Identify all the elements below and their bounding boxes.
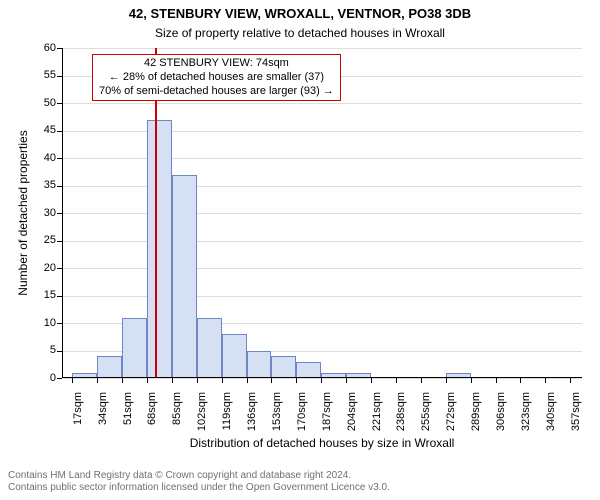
ytick-label: 5 xyxy=(28,344,56,356)
xtick-mark xyxy=(296,378,297,383)
footer-line-1: Contains HM Land Registry data © Crown c… xyxy=(8,470,351,482)
xtick-mark xyxy=(471,378,472,383)
histogram-bar xyxy=(97,356,122,378)
histogram-bar xyxy=(197,318,222,379)
xtick-mark xyxy=(421,378,422,383)
xtick-mark xyxy=(346,378,347,383)
xtick-mark xyxy=(496,378,497,383)
xtick-mark xyxy=(172,378,173,383)
xtick-mark xyxy=(97,378,98,383)
xtick-label: 289sqm xyxy=(470,392,482,452)
histogram-bar xyxy=(247,351,272,379)
xtick-label: 204sqm xyxy=(346,392,358,452)
annotation-line: 70% of semi-detached houses are larger (… xyxy=(99,85,334,99)
ytick-label: 60 xyxy=(28,42,56,54)
xtick-mark xyxy=(147,378,148,383)
histogram-bar xyxy=(122,318,147,379)
xtick-label: 272sqm xyxy=(445,392,457,452)
gridline xyxy=(62,213,582,214)
xtick-label: 187sqm xyxy=(321,392,333,452)
gridline xyxy=(62,186,582,187)
ytick-label: 30 xyxy=(28,207,56,219)
xtick-label: 68sqm xyxy=(146,392,158,452)
chart-container: 42, STENBURY VIEW, WROXALL, VENTNOR, PO3… xyxy=(0,0,600,500)
xtick-label: 102sqm xyxy=(196,392,208,452)
ytick-label: 40 xyxy=(28,152,56,164)
chart-subtitle: Size of property relative to detached ho… xyxy=(0,26,600,40)
ytick-label: 45 xyxy=(28,124,56,136)
ytick-label: 25 xyxy=(28,234,56,246)
ytick-label: 10 xyxy=(28,317,56,329)
ytick-label: 20 xyxy=(28,262,56,274)
annotation-line: 42 STENBURY VIEW: 74sqm xyxy=(99,57,334,71)
xtick-mark xyxy=(197,378,198,383)
xtick-label: 136sqm xyxy=(246,392,258,452)
xtick-mark xyxy=(122,378,123,383)
y-axis-line xyxy=(62,48,63,378)
xtick-label: 17sqm xyxy=(72,392,84,452)
ytick-label: 15 xyxy=(28,289,56,301)
xtick-mark xyxy=(72,378,73,383)
ytick-label: 50 xyxy=(28,97,56,109)
histogram-bar xyxy=(222,334,247,378)
xtick-mark xyxy=(222,378,223,383)
ytick-mark xyxy=(57,378,62,379)
xtick-mark xyxy=(520,378,521,383)
gridline xyxy=(62,268,582,269)
xtick-label: 221sqm xyxy=(371,392,383,452)
xtick-label: 340sqm xyxy=(545,392,557,452)
ytick-label: 55 xyxy=(28,69,56,81)
annotation-box: 42 STENBURY VIEW: 74sqm← 28% of detached… xyxy=(92,54,341,101)
xtick-label: 51sqm xyxy=(122,392,134,452)
gridline xyxy=(62,158,582,159)
plot-area: 42 STENBURY VIEW: 74sqm← 28% of detached… xyxy=(62,48,582,378)
xtick-mark xyxy=(321,378,322,383)
gridline xyxy=(62,48,582,49)
footer-line-2: Contains public sector information licen… xyxy=(8,482,390,494)
xtick-label: 85sqm xyxy=(171,392,183,452)
ytick-label: 0 xyxy=(28,372,56,384)
chart-title: 42, STENBURY VIEW, WROXALL, VENTNOR, PO3… xyxy=(0,6,600,21)
ytick-label: 35 xyxy=(28,179,56,191)
xtick-mark xyxy=(396,378,397,383)
xtick-label: 34sqm xyxy=(97,392,109,452)
xtick-mark xyxy=(545,378,546,383)
xtick-label: 153sqm xyxy=(271,392,283,452)
gridline xyxy=(62,296,582,297)
xtick-label: 170sqm xyxy=(296,392,308,452)
xtick-mark xyxy=(247,378,248,383)
xtick-mark xyxy=(271,378,272,383)
histogram-bar xyxy=(296,362,321,379)
histogram-bar xyxy=(147,120,172,379)
xtick-label: 119sqm xyxy=(221,392,233,452)
xtick-label: 357sqm xyxy=(570,392,582,452)
histogram-bar xyxy=(271,356,296,378)
xtick-mark xyxy=(570,378,571,383)
xtick-label: 323sqm xyxy=(520,392,532,452)
xtick-label: 238sqm xyxy=(395,392,407,452)
xtick-mark xyxy=(371,378,372,383)
gridline xyxy=(62,103,582,104)
gridline xyxy=(62,131,582,132)
histogram-bar xyxy=(172,175,197,379)
gridline xyxy=(62,241,582,242)
xtick-mark xyxy=(446,378,447,383)
annotation-line: ← 28% of detached houses are smaller (37… xyxy=(99,71,334,85)
xtick-label: 306sqm xyxy=(495,392,507,452)
xtick-label: 255sqm xyxy=(420,392,432,452)
